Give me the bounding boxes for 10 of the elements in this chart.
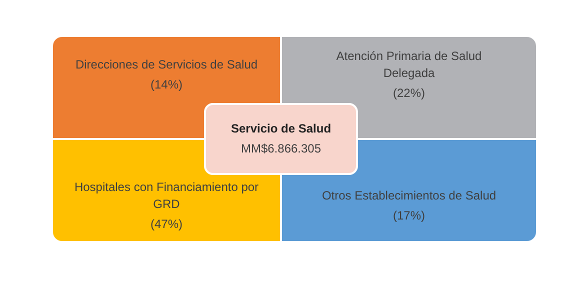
category-label: Direcciones de Servicios de Salud bbox=[75, 57, 258, 72]
data-label: (17%) bbox=[392, 208, 426, 222]
category-label: Atención Primaria de Salud Delegada bbox=[336, 48, 482, 80]
category-label: Hospitales con Financiamiento por GRD bbox=[74, 180, 259, 211]
text: Servicio de Salud bbox=[230, 121, 332, 136]
category-label: Otros Establecimientos de Salud bbox=[322, 188, 496, 202]
data-label: (22%) bbox=[392, 86, 426, 100]
data-label: (47%) bbox=[150, 216, 183, 231]
data-label: (14%) bbox=[150, 77, 183, 92]
text: MM$6.866.305 bbox=[240, 141, 322, 156]
